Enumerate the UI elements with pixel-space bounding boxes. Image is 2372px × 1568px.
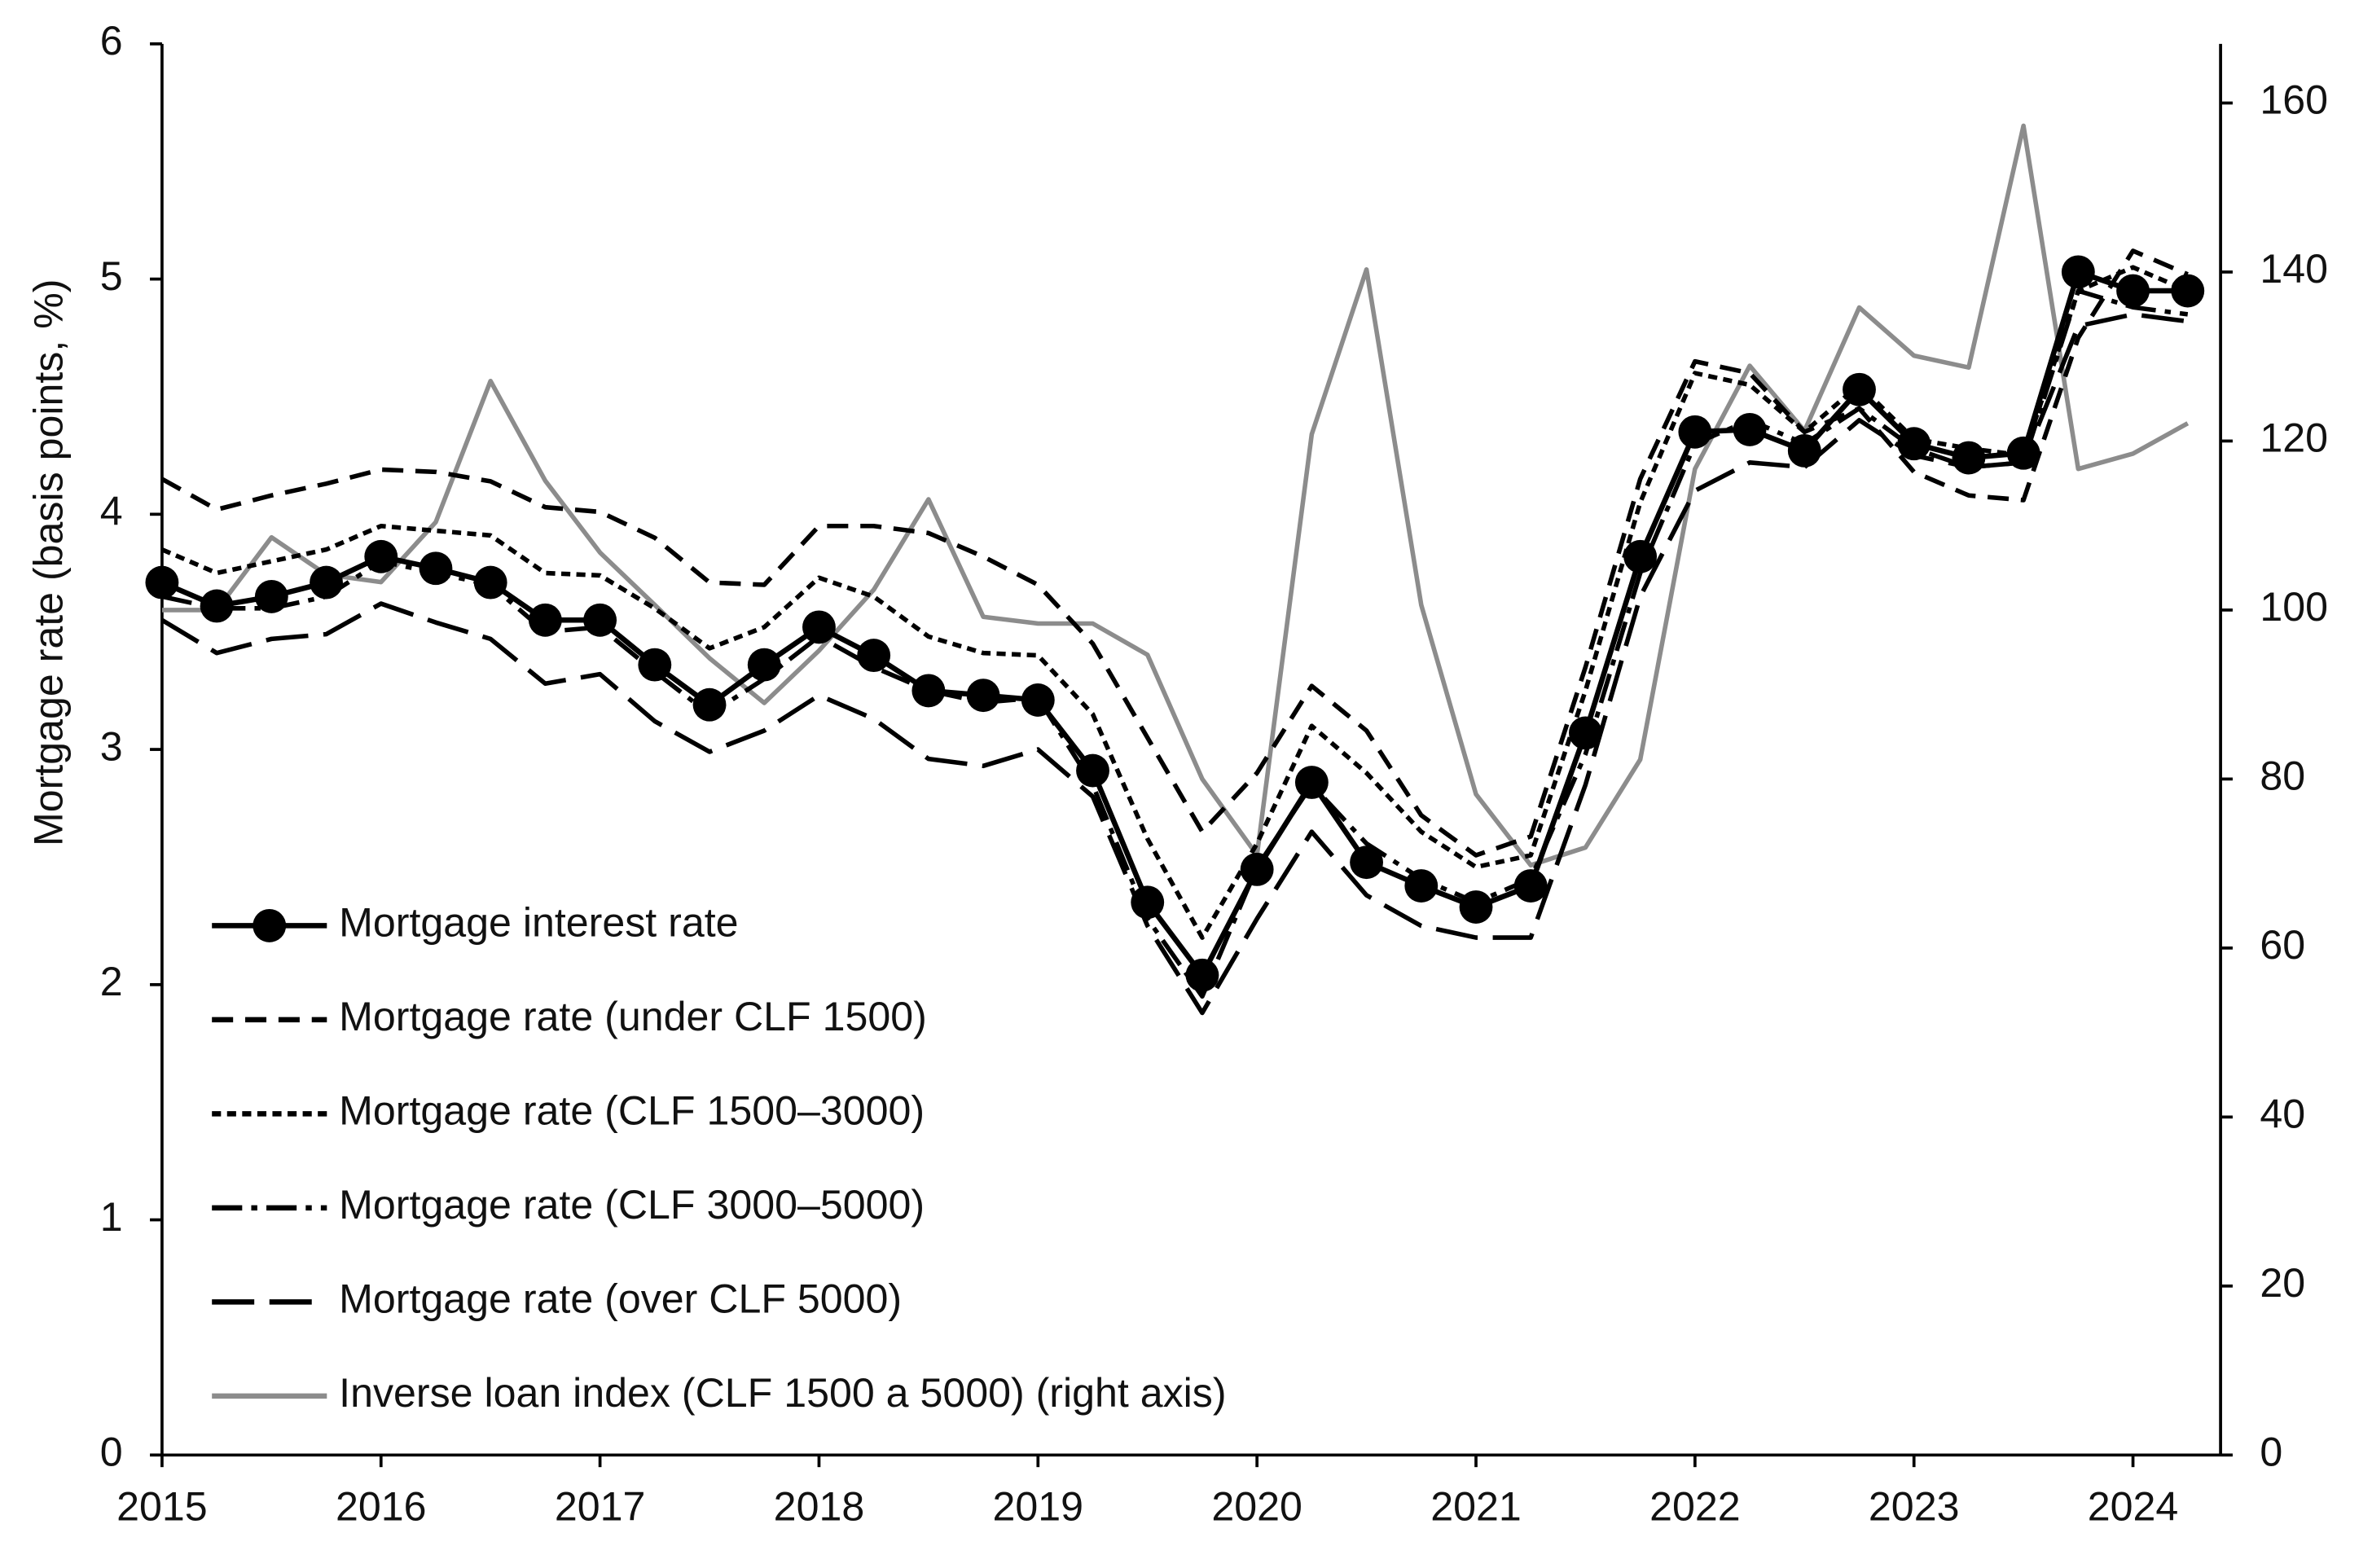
legend-label: Mortgage rate (CLF 1500–3000) <box>339 1088 925 1134</box>
data-point <box>638 648 672 682</box>
data-point <box>1623 539 1658 573</box>
data-point <box>966 679 1000 713</box>
data-point <box>911 674 946 708</box>
series-line <box>160 248 2189 858</box>
data-point <box>692 687 727 722</box>
data-point <box>2061 255 2095 289</box>
x-tick-label: 2024 <box>2088 1483 2179 1529</box>
data-point <box>802 610 836 644</box>
y-tick-label: 1 <box>100 1194 123 1240</box>
data-point <box>1513 869 1548 903</box>
series-line <box>160 312 2189 1016</box>
y-tick-label: 5 <box>100 253 123 299</box>
y2-tick-label: 40 <box>2260 1091 2305 1137</box>
y-tick-label: 3 <box>100 723 123 769</box>
series-line <box>160 269 2188 978</box>
y2-tick-label: 60 <box>2260 922 2305 968</box>
y-axis-label: Mortgage rate (basis points, %) <box>26 279 72 846</box>
data-point <box>583 603 617 637</box>
x-tick-label: 2020 <box>1211 1483 1302 1529</box>
data-point <box>857 639 891 673</box>
y-tick-label: 2 <box>100 959 123 1004</box>
x-tick-label: 2019 <box>993 1483 1084 1529</box>
data-point <box>2116 274 2150 308</box>
legend-marker <box>253 908 287 942</box>
y-tick-label: 6 <box>100 18 123 64</box>
y2-tick-label: 80 <box>2260 753 2305 799</box>
y2-tick-label: 120 <box>2260 415 2328 461</box>
x-tick-label: 2023 <box>1869 1483 1960 1529</box>
series-line <box>160 265 2189 940</box>
data-point <box>1185 958 1219 992</box>
y2-tick-label: 140 <box>2260 246 2328 292</box>
y-tick-label: 0 <box>100 1430 123 1475</box>
y2-tick-label: 20 <box>2260 1260 2305 1306</box>
data-point <box>1569 716 1602 750</box>
data-point <box>1076 753 1109 788</box>
legend-label: Mortgage rate (CLF 3000–5000) <box>339 1182 925 1228</box>
data-point <box>1733 412 1767 446</box>
x-tick-label: 2022 <box>1649 1483 1741 1529</box>
data-point <box>1404 869 1439 903</box>
data-point <box>1843 372 1876 406</box>
x-tick-label: 2016 <box>336 1483 427 1529</box>
y2-tick-label: 0 <box>2260 1430 2282 1475</box>
x-tick-label: 2021 <box>1430 1483 1522 1529</box>
legend-label: Inverse loan index (CLF 1500 a 5000) (ri… <box>339 1370 1226 1416</box>
data-point <box>1294 766 1329 799</box>
data-point <box>528 603 562 637</box>
series-line <box>161 288 2189 999</box>
y2-tick-label: 100 <box>2260 584 2328 630</box>
legend-label: Mortgage interest rate <box>339 900 738 946</box>
legend-label: Mortgage rate (over CLF 5000) <box>339 1276 902 1322</box>
data-point <box>145 565 179 600</box>
data-point <box>747 648 781 682</box>
x-tick-label: 2017 <box>555 1483 646 1529</box>
series-line <box>161 123 2190 867</box>
y-tick-label: 4 <box>100 489 123 534</box>
data-point <box>200 589 234 623</box>
x-tick-label: 2018 <box>774 1483 865 1529</box>
data-point <box>1350 845 1384 880</box>
legend-label: Mortgage rate (under CLF 1500) <box>339 994 927 1039</box>
y2-tick-label: 160 <box>2260 77 2328 123</box>
x-tick-label: 2015 <box>116 1483 208 1529</box>
